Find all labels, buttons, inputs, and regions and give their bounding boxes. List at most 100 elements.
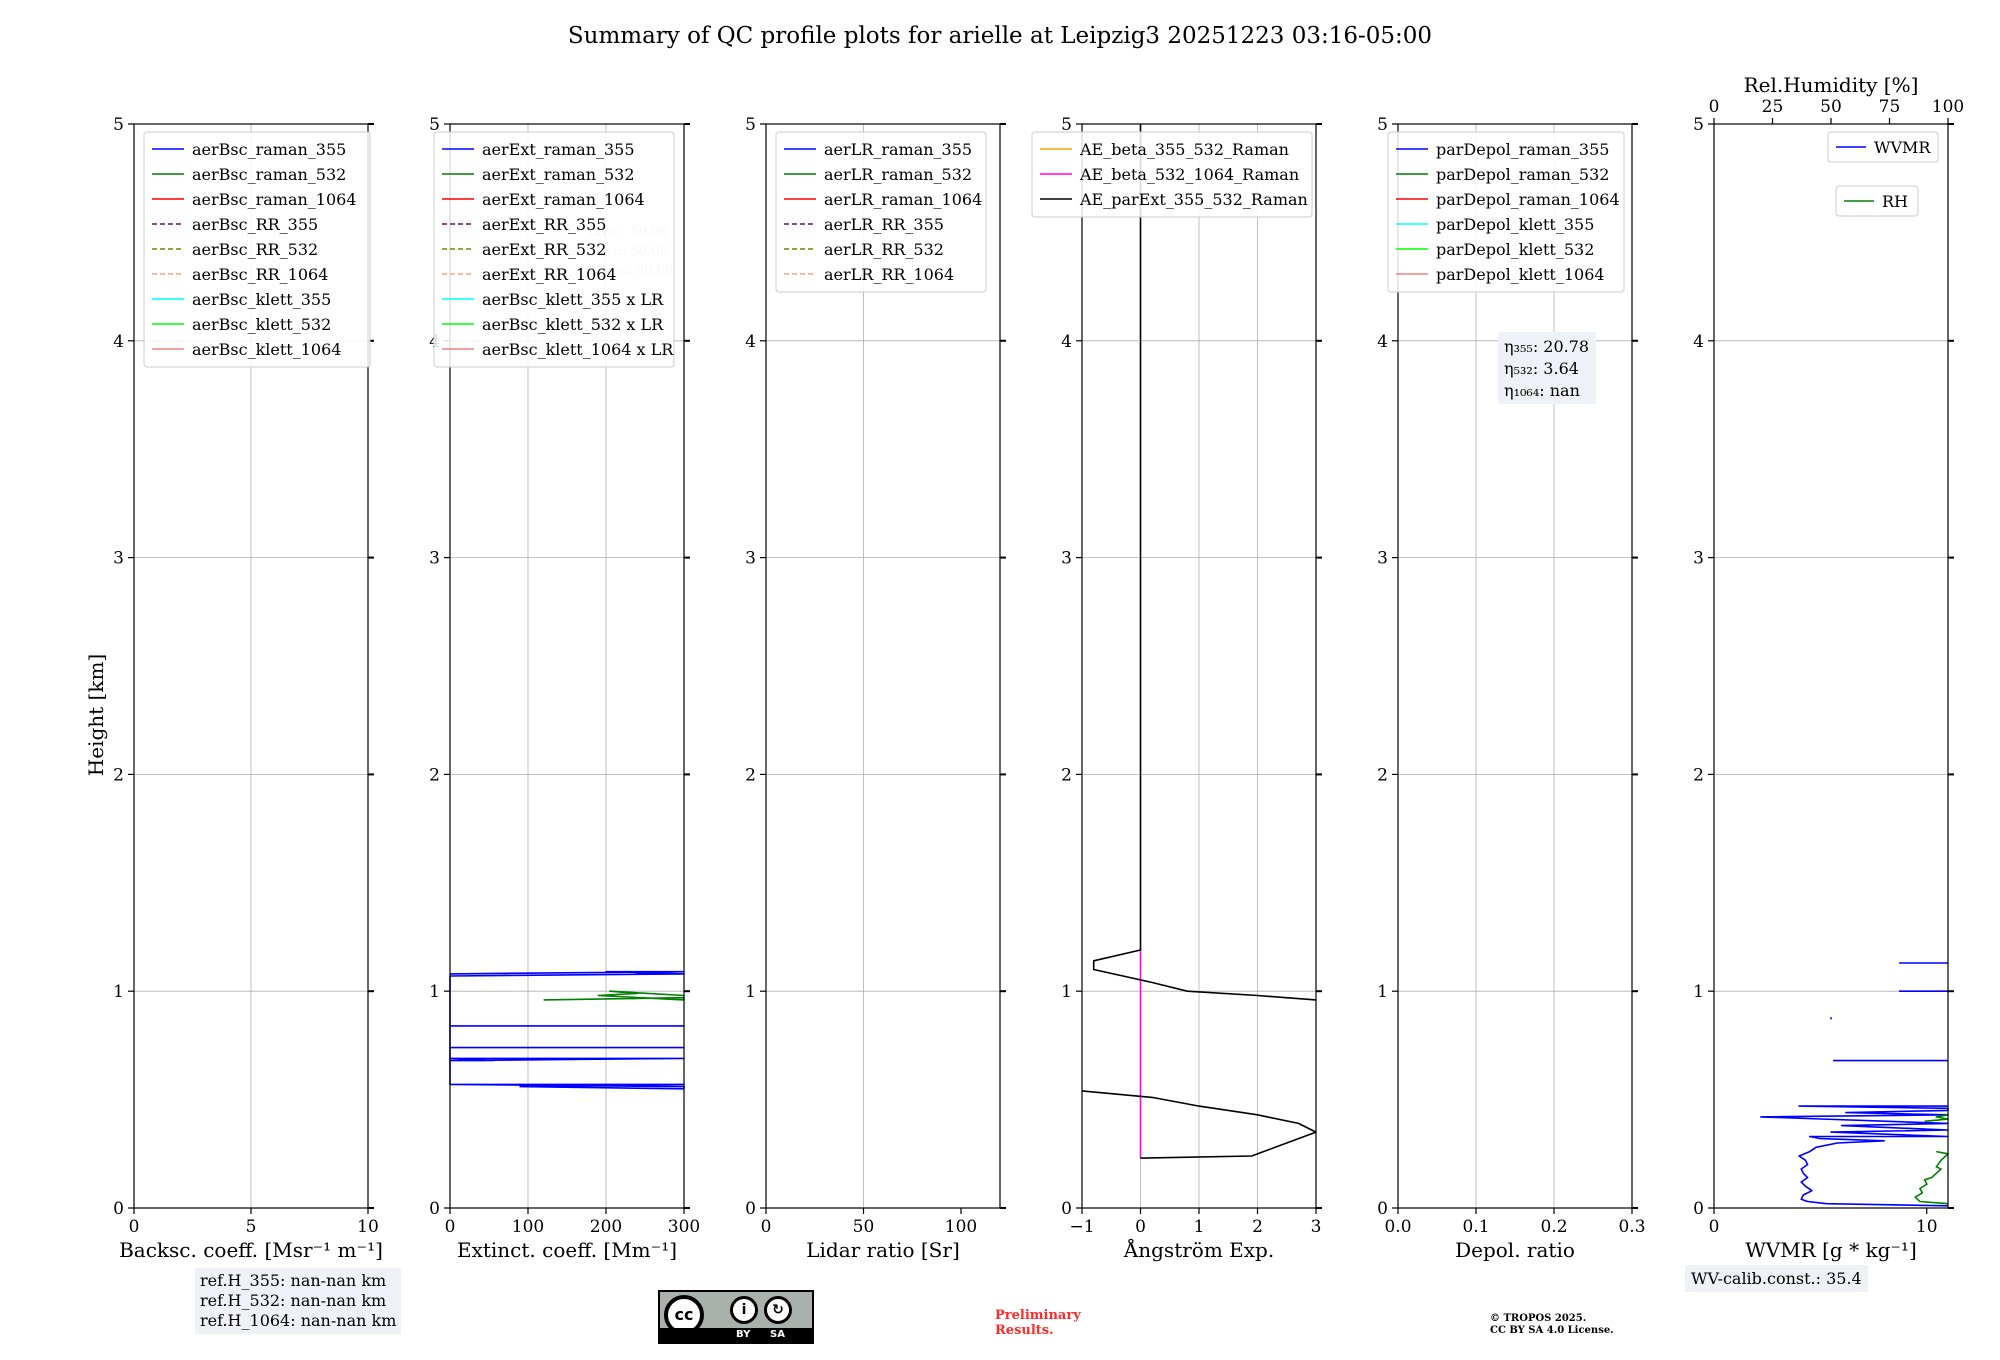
legend-label: aerLR_raman_1064 (824, 190, 982, 209)
x-axis-label: WVMR [g * kg⁻¹] (1745, 1238, 1917, 1262)
cc-badge-bar (660, 1328, 812, 1342)
legend-frame (1835, 185, 1919, 217)
legend-label: aerExt_raman_532 (482, 165, 635, 184)
copyright-line-2: CC BY SA 4.0 License. (1490, 1325, 1614, 1336)
y-tick-label: 3 (113, 549, 124, 569)
y-tick-label: 5 (429, 115, 440, 135)
top-x-axis-label: Rel.Humidity [%] (1744, 73, 1919, 97)
plot-frame (765, 123, 1001, 1209)
series-line-aerExt_raman_355 (449, 970, 685, 1090)
legend-label: aerBsc_klett_1064 (192, 340, 341, 359)
y-tick-label: 5 (113, 115, 124, 135)
y-tick-label: 0 (1061, 1199, 1072, 1219)
legend-label: aerLR_RR_1064 (824, 265, 954, 284)
ref-height-355: ref.H_355: nan-nan km (200, 1271, 387, 1290)
y-tick-label: 1 (113, 982, 124, 1002)
y-tick-label: 4 (1061, 332, 1072, 352)
annotation-box (1498, 332, 1596, 404)
x-tick-label: 0 (129, 1217, 140, 1237)
y-tick-label: 2 (1061, 765, 1072, 785)
reference-height-box: ref.H_355: nan-nan km ref.H_532: nan-nan… (195, 1268, 402, 1334)
y-tick-label: 1 (429, 982, 440, 1002)
wv-calibration-box: WV-calib.const.: 35.4 (1685, 1265, 1868, 1292)
x-axis-label: Backsc. coeff. [Msr⁻¹ m⁻¹] (119, 1238, 383, 1262)
x-tick-label: 2 (1252, 1217, 1263, 1237)
y-tick-label: 4 (745, 332, 756, 352)
x-tick-label: 200 (590, 1217, 622, 1237)
y-tick-label: 2 (1377, 765, 1388, 785)
legend-label: aerBsc_raman_1064 (192, 190, 357, 209)
subplot-dep: 0 1 2 3 4 5 0.0 0.1 0.2 0.3 Depol. ratio η₃₅₅: 20.7… (1377, 115, 1645, 1262)
legend-label: parDepol_raman_355 (1436, 140, 1609, 159)
y-tick-label: 0 (1693, 1199, 1704, 1219)
series-line-AE_parExt_355_532_Raman (1081, 124, 1317, 1159)
y-tick-label: 3 (1061, 549, 1072, 569)
legend-label: parDepol_klett_1064 (1436, 265, 1605, 284)
legend-label: WVMR (1874, 138, 1931, 157)
series-line-aerExt_raman_532 (543, 990, 685, 1001)
top-x-tick-label: 100 (1932, 97, 1964, 117)
legend-frame (143, 131, 371, 368)
y-tick-label: 5 (1377, 115, 1388, 135)
x-axis-label: Ångström Exp. (1123, 1237, 1274, 1262)
x-tick-label: 3 (1311, 1217, 1322, 1237)
legend-label: aerBsc_klett_532 x LR (482, 315, 664, 334)
y-axis-label: Height [km] (84, 654, 108, 776)
legend-label: aerBsc_RR_355 (192, 215, 318, 234)
plot-frame (449, 123, 685, 1209)
legend-label: aerBsc_raman_532 (192, 165, 346, 184)
y-tick-label: 5 (745, 115, 756, 135)
figure-title: Summary of QC profile plots for arielle … (568, 23, 1432, 49)
plot-frame (1713, 123, 1949, 1209)
annotation-text: η₁₀₆₄: nan (1504, 381, 1580, 400)
ref-height-1064: ref.H_1064: nan-nan km (200, 1311, 397, 1330)
y-tick-label: 2 (745, 765, 756, 785)
legend-label: aerBsc_raman_355 (192, 140, 346, 159)
legend-label: aerLR_RR_355 (824, 215, 944, 234)
x-tick-label: 0.1 (1462, 1217, 1489, 1237)
x-tick-label: 10 (1916, 1217, 1938, 1237)
y-tick-label: 0 (1377, 1199, 1388, 1219)
preliminary-notice: Preliminary Results. (995, 1308, 1081, 1338)
legend-label: aerBsc_klett_355 (192, 290, 331, 309)
x-tick-label: 0.2 (1540, 1217, 1567, 1237)
legend-label: aerBsc_klett_1064 x LR (482, 340, 674, 359)
x-tick-label: 1 (1194, 1217, 1205, 1237)
x-tick-label: 10 (357, 1217, 379, 1237)
legend-frame (1387, 131, 1625, 293)
annotation-text: η₅₃₂: 3.64 (1504, 359, 1579, 378)
top-x-tick-label: 0 (1709, 97, 1720, 117)
x-axis-label: Depol. ratio (1455, 1238, 1575, 1262)
y-tick-label: 3 (1693, 549, 1704, 569)
x-tick-label: 0 (761, 1217, 772, 1237)
legend-frame (775, 131, 987, 293)
legend-frame (433, 131, 675, 368)
y-tick-label: 1 (1061, 982, 1072, 1002)
sharealike-icon: ↻ (764, 1296, 792, 1324)
y-tick-label: 0 (113, 1199, 124, 1219)
annotation-text: η₃₅₅: 20.78 (1504, 337, 1589, 356)
legend-frame (1031, 131, 1313, 218)
top-x-tick-label: 75 (1879, 97, 1901, 117)
y-tick-label: 0 (745, 1199, 756, 1219)
legend-label: aerExt_RR_355 (482, 215, 606, 234)
legend-label: aerBsc_RR_1064 (192, 265, 328, 284)
legend-label: aerExt_raman_1064 (482, 190, 645, 209)
legend-label: parDepol_klett_532 (1436, 240, 1594, 259)
y-tick-label: 2 (113, 765, 124, 785)
top-x-tick-label: 25 (1762, 97, 1784, 117)
x-tick-label: 0.3 (1618, 1217, 1645, 1237)
x-tick-label: −1 (1069, 1217, 1094, 1237)
legend-label: parDepol_klett_355 (1436, 215, 1594, 234)
legend-label: aerExt_RR_532 (482, 240, 606, 259)
legend-label: aerLR_raman_355 (824, 140, 972, 159)
cc-license-badge: cc i ↻ BY SA (658, 1290, 814, 1344)
legend-label: aerBsc_RR_532 (192, 240, 318, 259)
y-tick-label: 2 (429, 765, 440, 785)
series-line-RH (1914, 1114, 1949, 1205)
legend-frame (1827, 131, 1939, 163)
y-tick-label: 0 (429, 1199, 440, 1219)
